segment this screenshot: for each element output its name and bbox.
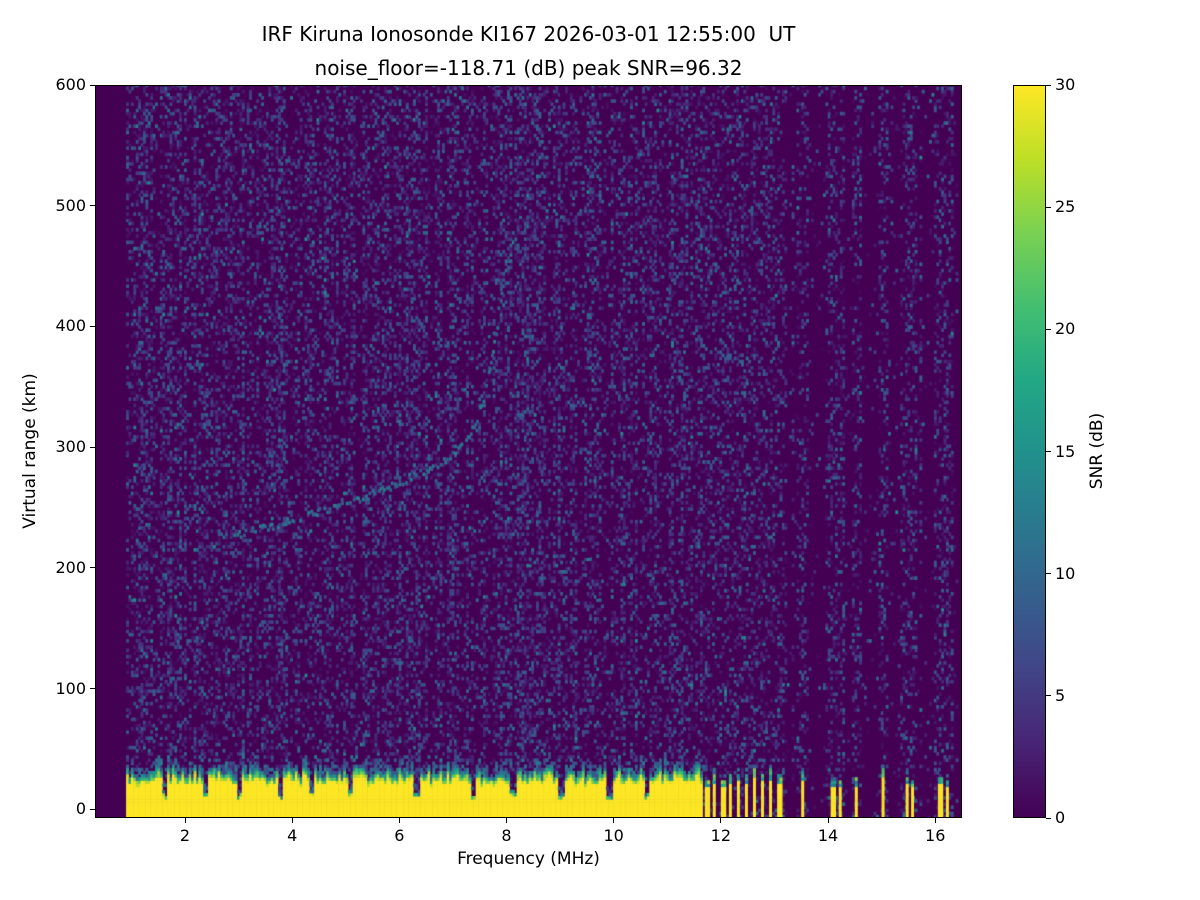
- y-tick-mark: [90, 446, 95, 448]
- colorbar-gradient: [1013, 85, 1046, 818]
- colorbar-tick-mark: [1046, 328, 1051, 330]
- x-tick-mark: [506, 818, 508, 823]
- y-tick-label: 500: [55, 195, 86, 215]
- x-tick-mark: [827, 818, 829, 823]
- x-tick-label: 10: [603, 826, 624, 845]
- x-tick-mark: [613, 818, 615, 823]
- y-tick-label: 100: [55, 678, 86, 698]
- x-tick-label: 4: [287, 826, 298, 845]
- colorbar-tick-label: 0: [1055, 808, 1066, 827]
- colorbar-tick-label: 5: [1055, 685, 1066, 705]
- colorbar-tick-mark: [1046, 451, 1051, 452]
- colorbar-tick-label: 10: [1055, 563, 1076, 583]
- x-axis-label: Frequency (MHz): [457, 849, 600, 869]
- colorbar-tick-mark: [1046, 817, 1051, 819]
- colorbar-tick-mark: [1046, 84, 1051, 86]
- y-tick-label: 400: [55, 316, 86, 336]
- x-tick-label: 16: [925, 826, 946, 845]
- x-tick-mark: [184, 818, 186, 823]
- y-tick-mark: [90, 688, 95, 690]
- x-tick-mark: [720, 818, 722, 823]
- y-tick-label: 200: [55, 557, 86, 577]
- y-tick-mark: [90, 84, 95, 86]
- y-tick-label: 600: [55, 75, 86, 94]
- x-tick-label: 6: [394, 826, 405, 845]
- y-tick-mark: [90, 808, 95, 810]
- x-tick-mark: [291, 818, 293, 823]
- colorbar-tick-mark: [1046, 573, 1051, 575]
- ionogram-heatmap: [95, 85, 962, 818]
- x-tick-mark: [398, 818, 400, 823]
- x-tick-label: 8: [501, 826, 512, 845]
- y-tick-label: 0: [75, 799, 86, 819]
- chart-title-line1: IRF Kiruna Ionosonde KI167 2026-03-01 12…: [261, 22, 796, 46]
- y-axis-label: Virtual range (km): [20, 373, 40, 529]
- y-tick-mark: [90, 205, 95, 207]
- colorbar-tick-mark: [1046, 695, 1051, 697]
- colorbar-tick-label: 20: [1055, 319, 1076, 339]
- colorbar-tick-label: 25: [1055, 197, 1076, 217]
- y-tick-mark: [90, 567, 95, 569]
- colorbar-tick-mark: [1046, 206, 1051, 208]
- chart-title-line2: noise_floor=-118.71 (dB) peak SNR=96.32: [314, 56, 743, 80]
- x-tick-mark: [934, 818, 936, 823]
- x-tick-label: 12: [710, 826, 732, 845]
- x-tick-label: 2: [179, 826, 191, 845]
- colorbar-tick-label: 15: [1055, 441, 1076, 461]
- y-tick-label: 300: [55, 437, 86, 457]
- y-tick-mark: [90, 325, 95, 327]
- colorbar-tick-label: 30: [1055, 75, 1076, 94]
- x-tick-label: 14: [817, 826, 839, 845]
